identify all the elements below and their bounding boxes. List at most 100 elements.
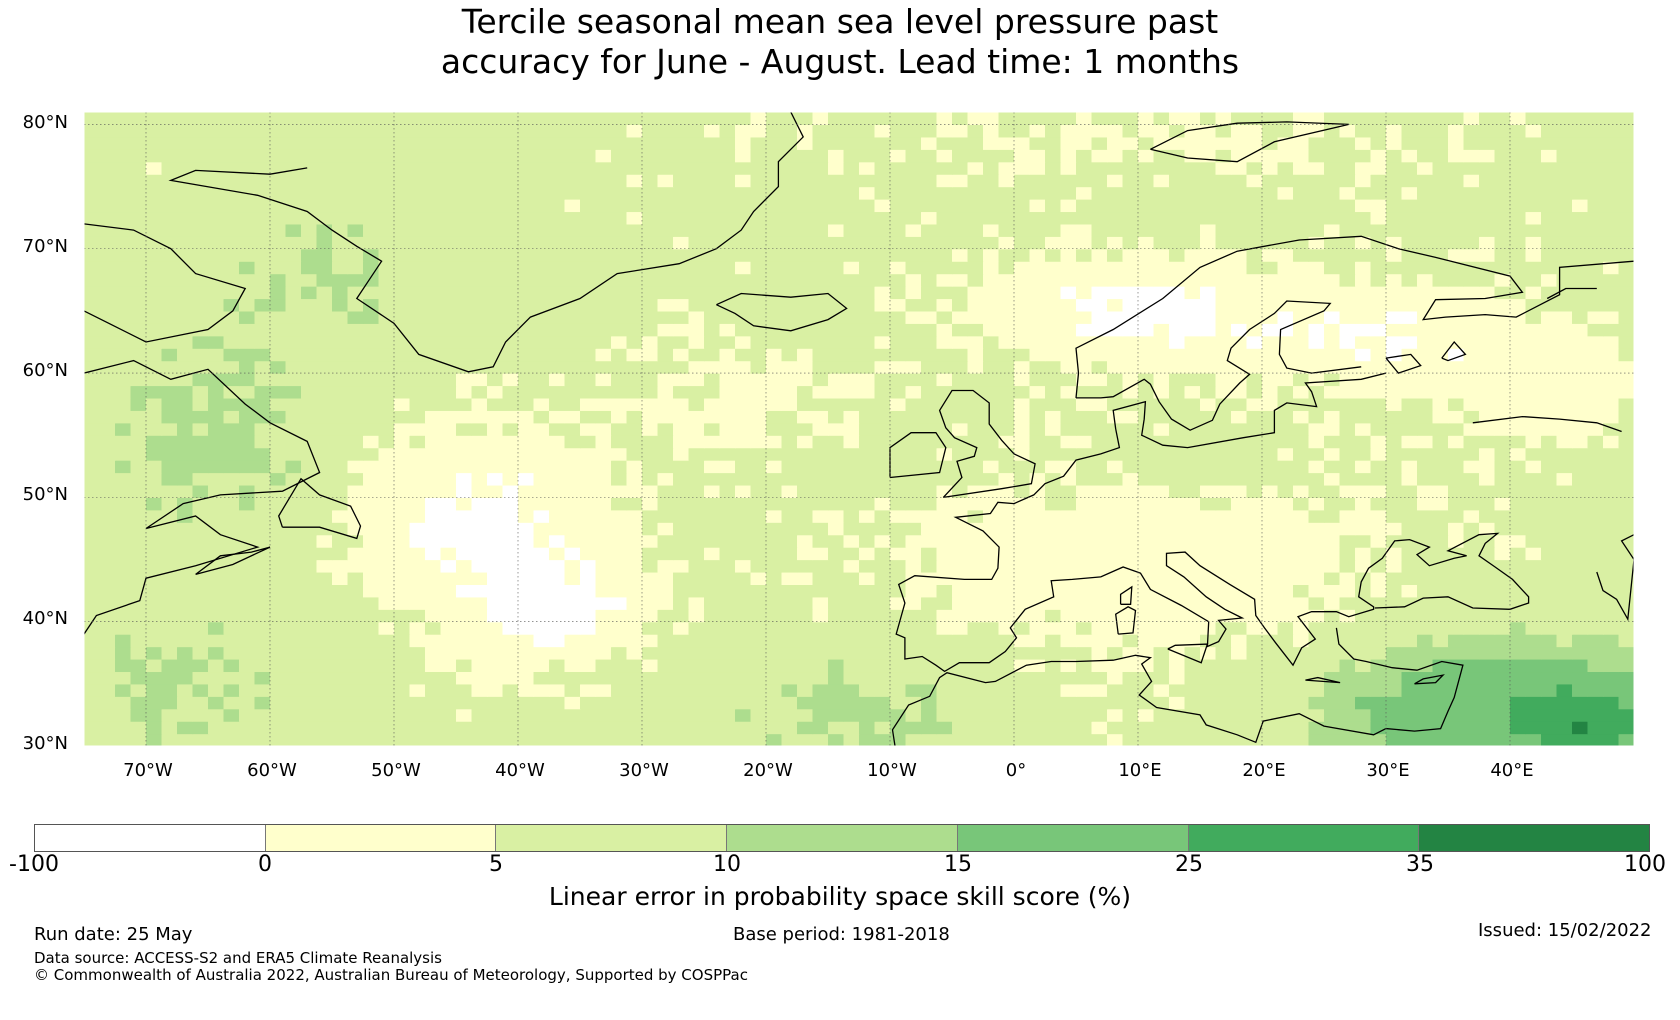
grid-cell	[301, 696, 318, 710]
grid-cell	[223, 596, 240, 610]
grid-cell	[1029, 261, 1046, 275]
grid-cell	[270, 373, 287, 387]
grid-cell	[890, 634, 907, 648]
grid-cell	[936, 348, 953, 362]
grid-cell	[1463, 435, 1480, 449]
grid-cell	[1432, 435, 1449, 449]
grid-cell	[1541, 683, 1558, 697]
grid-cell	[983, 634, 1000, 648]
grid-cell	[502, 174, 519, 188]
grid-cell	[797, 522, 814, 536]
grid-cell	[812, 373, 829, 387]
grid-cell	[115, 696, 132, 710]
grid-cell	[1184, 261, 1201, 275]
grid-cell	[1200, 385, 1217, 399]
grid-cell	[1060, 547, 1077, 561]
grid-cell	[239, 223, 256, 237]
grid-cell	[456, 385, 473, 399]
grid-cell	[1091, 199, 1108, 213]
grid-cell	[130, 571, 147, 585]
grid-cell	[99, 447, 116, 461]
grid-cell	[502, 683, 519, 697]
grid-cell	[1138, 621, 1155, 635]
grid-cell	[161, 584, 178, 598]
grid-cell	[1122, 721, 1139, 735]
grid-cell	[1262, 199, 1279, 213]
grid-cell	[99, 634, 116, 648]
grid-cell	[1138, 522, 1155, 536]
grid-cell	[688, 646, 705, 660]
grid-cell	[1277, 161, 1294, 175]
grid-cell	[1184, 733, 1201, 746]
grid-cell	[1386, 733, 1403, 746]
grid-cell	[1556, 733, 1573, 746]
grid-cell	[115, 721, 132, 735]
grid-cell	[766, 596, 783, 610]
grid-cell	[1076, 273, 1093, 287]
grid-cell	[1370, 348, 1387, 362]
grid-cell	[130, 261, 147, 275]
grid-cell	[1029, 211, 1046, 225]
grid-cell	[673, 460, 690, 474]
grid-cell	[952, 522, 969, 536]
grid-cell	[1448, 559, 1465, 573]
grid-cell	[1541, 497, 1558, 511]
grid-cell	[1603, 310, 1620, 324]
grid-cell	[983, 335, 1000, 349]
grid-cell	[936, 323, 953, 337]
grid-cell	[642, 186, 659, 200]
grid-cell	[859, 310, 876, 324]
grid-cell	[270, 248, 287, 262]
grid-cell	[967, 286, 984, 300]
grid-cell	[859, 534, 876, 548]
grid-cell	[115, 199, 132, 213]
grid-cell	[1386, 348, 1403, 362]
grid-cell	[316, 621, 333, 635]
grid-cell	[1184, 323, 1201, 337]
grid-cell	[874, 472, 891, 486]
grid-cell	[208, 149, 225, 163]
grid-cell	[580, 472, 597, 486]
grid-cell	[1277, 397, 1294, 411]
grid-cell	[1184, 348, 1201, 362]
grid-cell	[1339, 310, 1356, 324]
grid-cell	[797, 360, 814, 374]
grid-cell	[1324, 348, 1341, 362]
grid-cell	[440, 646, 457, 660]
grid-cell	[766, 223, 783, 237]
grid-cell	[192, 509, 209, 523]
grid-cell	[161, 460, 178, 474]
grid-cell	[1541, 199, 1558, 213]
grid-cell	[409, 460, 426, 474]
grid-cell	[828, 472, 845, 486]
grid-cell	[285, 522, 302, 536]
grid-cell	[1308, 149, 1325, 163]
grid-cell	[1107, 671, 1124, 685]
grid-cell	[797, 708, 814, 722]
grid-cell	[1153, 683, 1170, 697]
grid-cell	[1401, 323, 1418, 337]
grid-cell	[1463, 385, 1480, 399]
grid-cell	[1169, 335, 1186, 349]
grid-cell	[177, 422, 194, 436]
grid-cell	[1541, 360, 1558, 374]
grid-cell	[1463, 658, 1480, 673]
grid-cell	[657, 460, 674, 474]
grid-cell	[99, 621, 116, 635]
grid-cell	[1510, 621, 1527, 635]
grid-cell	[192, 696, 209, 710]
grid-cell	[1603, 571, 1620, 585]
grid-cell	[1091, 360, 1108, 374]
grid-cell	[1448, 472, 1465, 486]
grid-cell	[843, 360, 860, 374]
grid-cell	[316, 534, 333, 548]
grid-cell	[363, 696, 380, 710]
grid-cell	[363, 236, 380, 250]
grid-cell	[285, 646, 302, 660]
grid-cell	[936, 223, 953, 237]
grid-cell	[1448, 273, 1465, 287]
grid-cell	[1138, 671, 1155, 685]
grid-cell	[1262, 683, 1279, 697]
grid-cell	[735, 683, 752, 697]
grid-cell	[1215, 596, 1232, 610]
